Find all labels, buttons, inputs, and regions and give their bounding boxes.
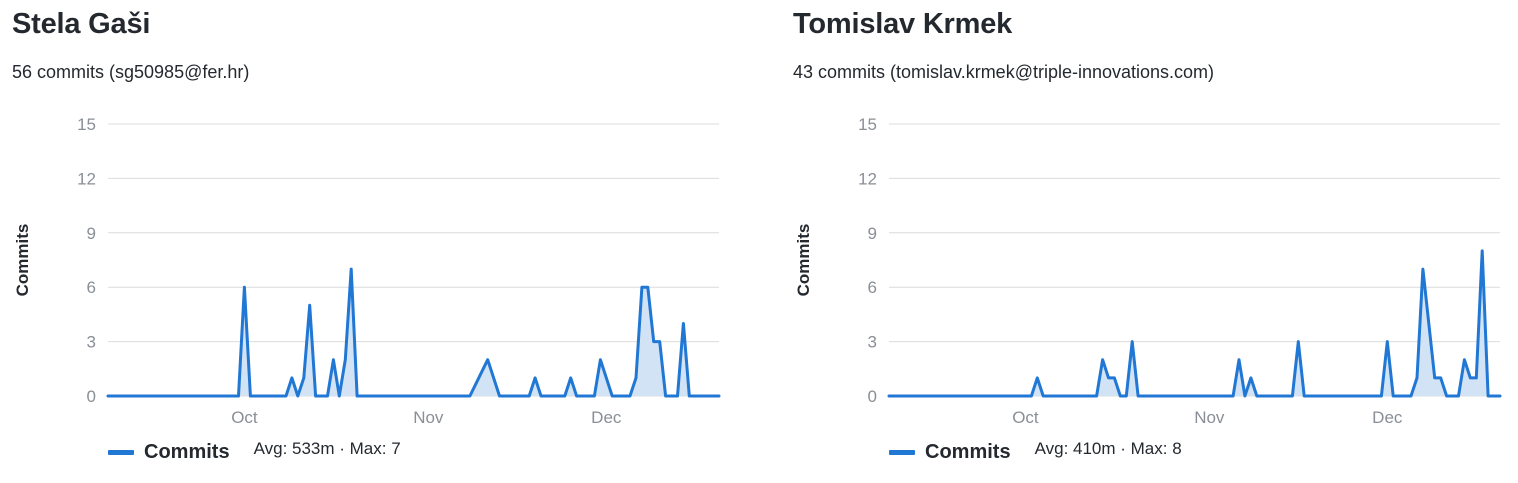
legend-stats: Avg: 410m · Max: 8	[1034, 439, 1182, 458]
x-tick-label: Dec	[591, 408, 622, 427]
x-tick-label: Dec	[1372, 408, 1403, 427]
grid	[108, 123, 719, 397]
contributor-name: Stela Gaši	[12, 8, 151, 40]
contributor-panel-0: Stela Gaši 56 commits (sg50985@fer.hr) 0…	[12, 0, 752, 483]
legend-swatch	[108, 449, 134, 455]
x-tick-label: Oct	[231, 408, 258, 427]
contributor-commit-summary: 43 commits (tomislav.krmek@triple-innova…	[793, 62, 1215, 82]
y-tick-label: 3	[868, 333, 877, 352]
legend-series-name[interactable]: Commits	[144, 440, 230, 463]
legend-series-name[interactable]: Commits	[925, 440, 1011, 463]
chart-legend: Commits Avg: 533m · Max: 7	[108, 437, 401, 467]
y-tick-label: 12	[858, 169, 877, 188]
y-tick-label: 6	[87, 278, 96, 297]
series-line	[887, 249, 1502, 398]
x-tick-label: Oct	[1012, 408, 1039, 427]
y-axis-label: Commits	[13, 224, 32, 297]
commits-chart: 0 3 6 9 12 15 Oct Nov Dec Commits	[13, 115, 721, 427]
contributor-name: Tomislav Krmek	[793, 8, 1013, 40]
area-layer	[106, 267, 721, 398]
y-tick-label: 0	[87, 387, 96, 406]
y-tick-label: 15	[77, 115, 96, 134]
axes: 0 3 6 9 12 15 Oct Nov Dec	[77, 115, 622, 427]
y-tick-label: 15	[858, 115, 877, 134]
axes: 0 3 6 9 12 15 Oct Nov Dec	[858, 115, 1403, 427]
series-line	[106, 267, 721, 398]
series-area	[889, 250, 1500, 396]
legend-stats: Avg: 533m · Max: 7	[253, 439, 401, 458]
y-tick-label: 6	[868, 278, 877, 297]
y-tick-label: 9	[868, 224, 877, 243]
y-axis-label: Commits	[794, 224, 813, 297]
x-tick-label: Nov	[413, 408, 444, 427]
commits-chart: 0 3 6 9 12 15 Oct Nov Dec Commits	[794, 115, 1502, 427]
contributor-commit-summary: 56 commits (sg50985@fer.hr)	[12, 62, 250, 82]
y-tick-label: 3	[87, 333, 96, 352]
contributor-panel-1: Tomislav Krmek 43 commits (tomislav.krme…	[793, 0, 1518, 483]
legend-swatch	[889, 449, 915, 455]
y-tick-label: 9	[87, 224, 96, 243]
y-tick-label: 0	[868, 387, 877, 406]
chart-legend: Commits Avg: 410m · Max: 8	[889, 437, 1182, 467]
area-layer	[887, 249, 1502, 398]
y-tick-label: 12	[77, 169, 96, 188]
x-tick-label: Nov	[1194, 408, 1225, 427]
grid	[889, 123, 1500, 397]
series-area	[108, 269, 719, 396]
